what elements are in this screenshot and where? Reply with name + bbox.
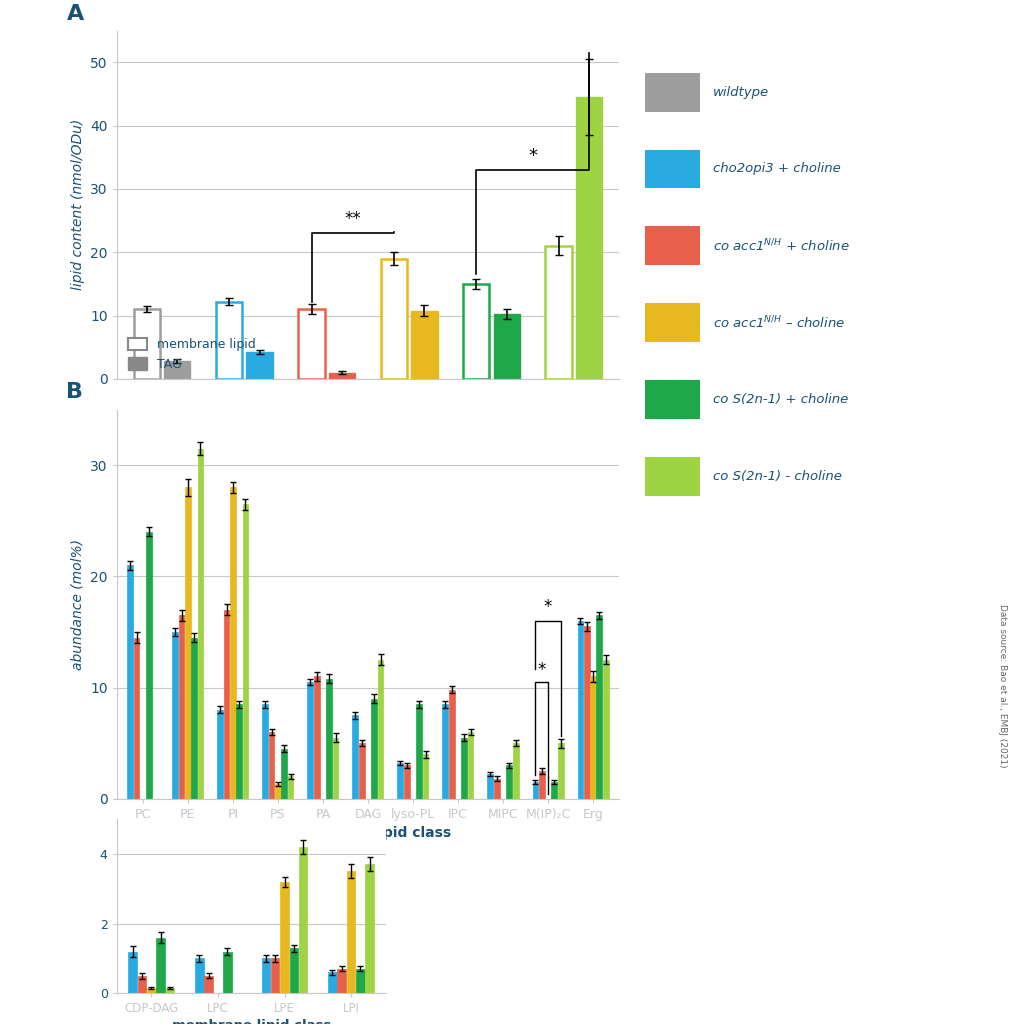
Bar (147, 988, 155, 993)
Bar (223, 951, 231, 993)
Bar (411, 310, 437, 379)
Bar (371, 698, 378, 799)
Bar (603, 659, 609, 799)
Bar (513, 743, 519, 799)
Bar (314, 677, 320, 799)
Text: B: B (67, 382, 83, 402)
Text: co acc1$^{N/H}$ – choline: co acc1$^{N/H}$ – choline (713, 314, 844, 331)
Bar (584, 627, 590, 799)
Bar (281, 749, 287, 799)
Bar (262, 958, 270, 993)
Bar (443, 705, 449, 799)
Bar (236, 705, 243, 799)
Bar (204, 976, 213, 993)
Bar (493, 778, 499, 799)
Bar (506, 765, 513, 799)
Bar (191, 638, 197, 799)
Bar (223, 609, 229, 799)
Bar (381, 259, 407, 379)
Bar (539, 771, 545, 799)
Bar (198, 449, 203, 799)
Text: *: * (528, 146, 537, 165)
Bar (358, 743, 364, 799)
Bar (329, 373, 355, 379)
Bar (557, 743, 563, 799)
Bar (269, 732, 274, 799)
Bar (404, 765, 410, 799)
Text: *: * (544, 598, 552, 616)
X-axis label: membrane lipid class: membrane lipid class (285, 826, 451, 841)
Bar (185, 487, 191, 799)
Bar (576, 97, 602, 379)
Bar (578, 621, 584, 799)
Bar (298, 309, 325, 379)
Bar (326, 679, 332, 799)
Bar (173, 632, 179, 799)
Bar (468, 732, 473, 799)
Bar (398, 763, 403, 799)
Bar (216, 302, 243, 379)
Bar (533, 782, 538, 799)
Bar (347, 871, 355, 993)
Bar (328, 973, 337, 993)
Bar (134, 638, 139, 799)
Bar (127, 565, 133, 799)
Bar (217, 710, 223, 799)
Bar (243, 504, 249, 799)
Text: co S(2n-1) + choline: co S(2n-1) + choline (713, 393, 848, 406)
Bar (134, 309, 160, 379)
Bar (463, 284, 489, 379)
Bar (263, 705, 268, 799)
Text: cho2opi3 + choline: cho2opi3 + choline (713, 163, 840, 175)
Bar (138, 976, 146, 993)
Bar (146, 531, 152, 799)
Y-axis label: abundance (mol%): abundance (mol%) (70, 539, 84, 670)
Bar (230, 487, 235, 799)
Bar (289, 948, 298, 993)
Text: wildtype: wildtype (713, 86, 768, 98)
Bar (462, 737, 467, 799)
Text: *: * (538, 660, 546, 679)
Bar (271, 958, 279, 993)
Bar (287, 776, 293, 799)
Bar (551, 782, 557, 799)
Text: Data source: Bao et al., EMBJ (2021): Data source: Bao et al., EMBJ (2021) (999, 604, 1007, 768)
Legend: membrane lipid, TAG: membrane lipid, TAG (123, 333, 261, 376)
Bar (129, 951, 137, 993)
Bar (156, 938, 165, 993)
Y-axis label: lipid content (nmol/ODu): lipid content (nmol/ODu) (70, 119, 84, 291)
Bar (298, 847, 308, 993)
Bar (365, 864, 374, 993)
Text: A: A (67, 4, 83, 25)
Bar (179, 615, 185, 799)
Bar (416, 705, 422, 799)
Bar (247, 352, 273, 379)
Bar (164, 361, 191, 379)
Bar (337, 969, 346, 993)
Text: **: ** (344, 210, 361, 228)
Bar (493, 314, 520, 379)
Bar (333, 737, 338, 799)
Bar (165, 988, 175, 993)
Bar (356, 969, 364, 993)
Bar (308, 682, 314, 799)
Bar (422, 755, 428, 799)
Text: co S(2n-1) - choline: co S(2n-1) - choline (713, 470, 841, 482)
Bar (449, 690, 455, 799)
Bar (590, 677, 596, 799)
Bar (378, 659, 384, 799)
Bar (352, 716, 358, 799)
Bar (487, 774, 493, 799)
Bar (545, 246, 571, 379)
Bar (275, 784, 281, 799)
Text: co acc1$^{N/H}$ + choline: co acc1$^{N/H}$ + choline (713, 238, 850, 254)
Bar (195, 958, 204, 993)
Bar (597, 615, 602, 799)
X-axis label: membrane lipid class: membrane lipid class (172, 1020, 331, 1024)
Bar (280, 882, 289, 993)
